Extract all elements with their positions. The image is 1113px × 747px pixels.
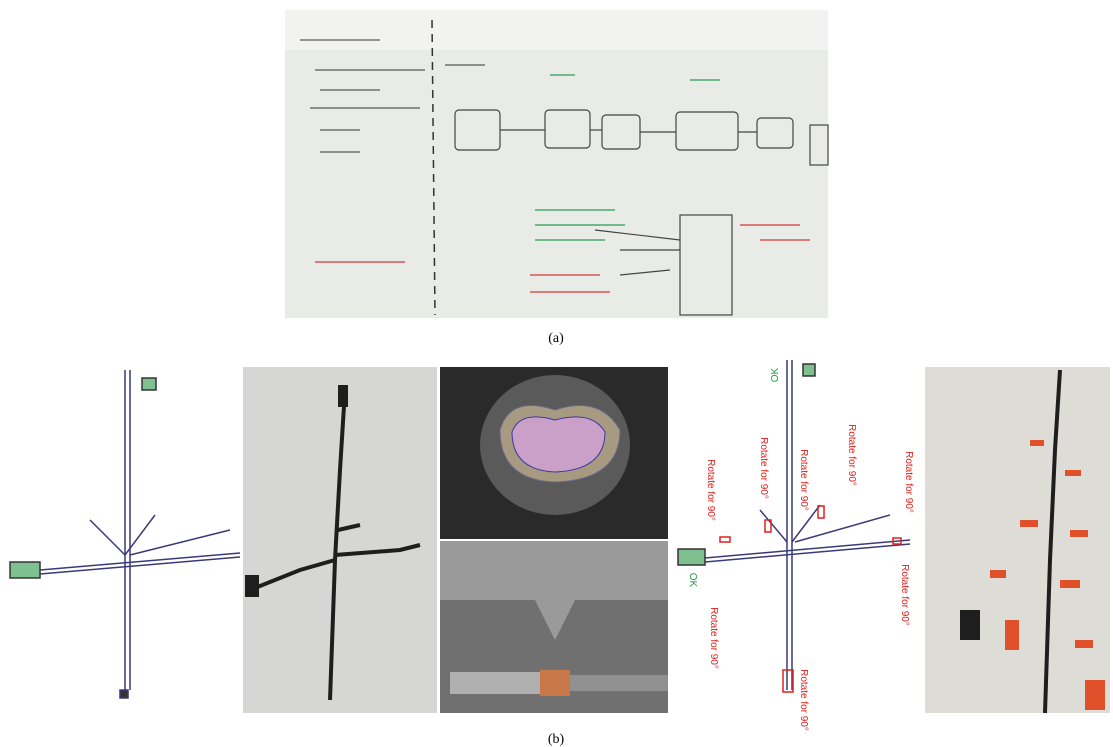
whiteboard-photo	[285, 10, 828, 318]
rotate-label: Rotate for 90°	[903, 451, 914, 513]
crimp-photo	[440, 541, 668, 713]
rotate-label: Rotate for 90°	[798, 449, 809, 511]
ok-label: OK	[687, 573, 698, 588]
ct-scan-image	[440, 367, 668, 539]
fixture-photo	[925, 367, 1110, 713]
harness-diagram	[10, 370, 240, 698]
rotate-label: Rotate for 90°	[705, 459, 716, 521]
panel-label: (a)	[548, 331, 564, 346]
panel-label: (b)	[548, 732, 565, 747]
rotate-label: Rotate for 90°	[798, 669, 809, 731]
rotate-label: Rotate for 90°	[899, 564, 910, 626]
rotate-label: Rotate for 90°	[846, 424, 857, 486]
rotate-label: Rotate for 90°	[708, 607, 719, 669]
harness-photo	[243, 367, 437, 713]
figure: (a) OK OK Rot	[0, 0, 1113, 747]
rotate-label: Rotate for 90°	[758, 437, 769, 499]
ok-label: OK	[770, 367, 781, 382]
